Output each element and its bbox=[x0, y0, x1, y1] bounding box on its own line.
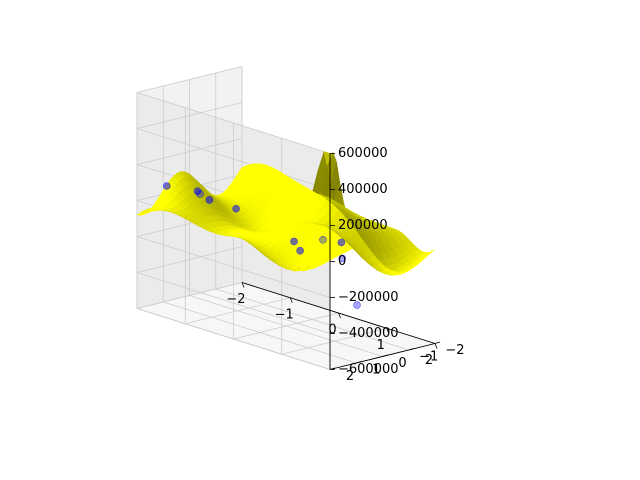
scatter-point-10 bbox=[296, 246, 304, 255]
scatter-point-6 bbox=[319, 236, 327, 244]
grid-z-left-6 bbox=[136, 66, 243, 93]
grid-y-floor-2 bbox=[189, 295, 383, 357]
z-tick-label-0: −600000 bbox=[338, 362, 399, 377]
grid-y-floor-1 bbox=[215, 288, 409, 351]
scatter-point-8 bbox=[353, 301, 361, 309]
y-tick-label-1: −1 bbox=[419, 350, 438, 365]
surface-facet bbox=[425, 249, 436, 257]
scatter-point-3 bbox=[232, 204, 240, 213]
axes-lines bbox=[241, 153, 441, 370]
x-tick-0 bbox=[241, 282, 245, 288]
x-tick-4 bbox=[434, 343, 438, 349]
grid-z-left-1 bbox=[136, 246, 243, 273]
grid-z-left-5 bbox=[136, 102, 243, 129]
y-tick-3 bbox=[356, 361, 362, 364]
scatter-point-9 bbox=[338, 254, 347, 263]
grid-z-right-6 bbox=[136, 92, 331, 154]
x-tick-label-4: 2 bbox=[425, 353, 433, 368]
x-tick-label-2: 0 bbox=[328, 323, 336, 338]
grid-z-left-0 bbox=[136, 282, 243, 309]
scatter-point-2 bbox=[205, 196, 214, 204]
grid-z-right-5 bbox=[136, 128, 331, 190]
y-tick-label-3: 1 bbox=[372, 363, 380, 378]
z-tick-label-5: 400000 bbox=[338, 182, 388, 197]
y-tick-label-4: 2 bbox=[346, 369, 354, 384]
z-tick-label-3: 0 bbox=[338, 254, 346, 269]
grid-z-right-0 bbox=[136, 308, 331, 370]
surface-mesh bbox=[136, 150, 436, 276]
x-tick-label-0: −2 bbox=[226, 292, 245, 307]
z-tick-label-2: −200000 bbox=[338, 290, 399, 305]
grid-z-right-1 bbox=[136, 272, 331, 334]
tick-labels: −2−1012−2−1012−600000−400000−20000002000… bbox=[226, 146, 464, 384]
x-tick-label-3: 1 bbox=[377, 338, 385, 353]
scatter-point-4 bbox=[290, 237, 298, 246]
scatter-points bbox=[163, 182, 361, 309]
y-tick-label-2: 0 bbox=[398, 356, 406, 371]
scatter-point-7 bbox=[196, 190, 204, 198]
y-tick-label-0: −2 bbox=[445, 343, 464, 358]
x-tick-1 bbox=[289, 297, 293, 303]
grid-z-right-2 bbox=[136, 236, 331, 298]
grid-z-left-4 bbox=[136, 138, 243, 165]
scatter-point-0 bbox=[163, 182, 171, 190]
scatter-point-5 bbox=[337, 238, 346, 247]
y-tick-1 bbox=[408, 348, 414, 351]
x-tick-3 bbox=[386, 328, 390, 334]
y-tick-0 bbox=[434, 341, 441, 344]
y-tick-2 bbox=[382, 354, 388, 357]
x-tick-label-1: −1 bbox=[275, 307, 294, 322]
grid-y-floor-3 bbox=[163, 301, 357, 364]
z-tick-label-6: 600000 bbox=[338, 146, 388, 161]
z-tick-label-1: −400000 bbox=[338, 326, 399, 341]
x-tick-2 bbox=[338, 312, 341, 319]
z-tick-label-4: 200000 bbox=[338, 218, 388, 233]
